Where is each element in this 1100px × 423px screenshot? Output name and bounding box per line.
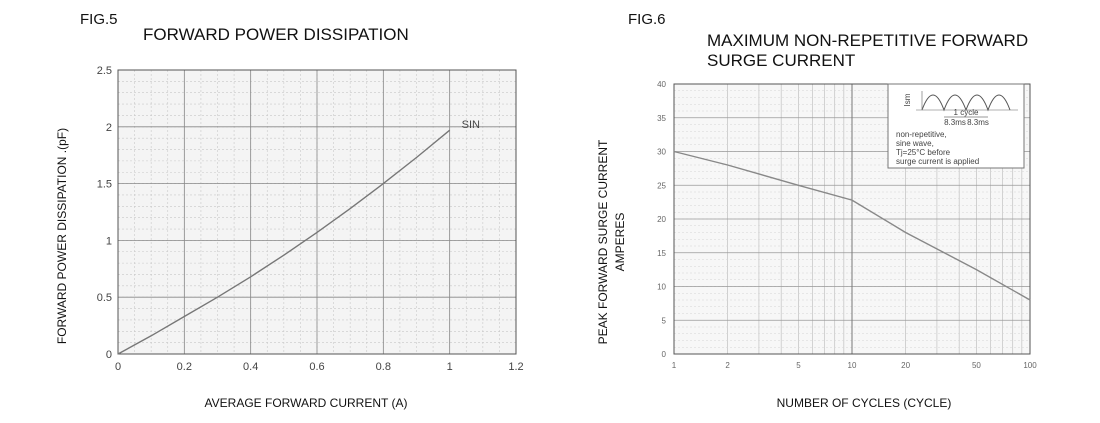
fig6-y-tick-label: 0 (662, 350, 667, 359)
inset-sine-wave (921, 94, 1011, 112)
fig6-y-tick-label: 35 (657, 114, 666, 123)
fig6-x-tick-label: 2 (725, 361, 730, 370)
fig6-series-line (673, 150, 1031, 301)
inset-note-3: Tj=25°C before (896, 148, 951, 157)
fig5-y-tick-label: 0 (106, 349, 112, 361)
inset-note-1: non-repetitive, (896, 130, 947, 139)
fig5-x-tick-label: 0.4 (243, 361, 258, 373)
fig5-plot-area: 0 0.2 0.4 0.6 0.8 1 1.2 0 0.5 1 1.5 2 2.5 SIN (97, 65, 524, 373)
fig5-x-tick-label: 0.6 (309, 361, 324, 373)
fig5-title: FORWARD POWER DISSIPATION (143, 25, 409, 44)
fig5-x-tick-label: 1 (447, 361, 453, 373)
fig6-x-tick-label: 50 (972, 361, 981, 370)
fig5-x-tick-label: 0 (115, 361, 121, 373)
fig5-x-tick-label: 0.8 (376, 361, 391, 373)
fig6-y-axis-label: PEAK FORWARD SURGE CURRENT (596, 139, 610, 344)
fig6-y-tick-label: 10 (657, 283, 666, 292)
fig6-x-tick-label: 100 (1023, 361, 1037, 370)
fig6-x-tick-label: 10 (848, 361, 857, 370)
fig6-y-axis-label-units: AMPERES (613, 213, 627, 272)
fig6-title-line1: MAXIMUM NON-REPETITIVE FORWARD (707, 31, 1028, 50)
fig6-inset: Ism 1 cycle 8.3ms 8.3ms non-repetitive, … (887, 83, 1025, 169)
fig5-x-axis-label: AVERAGE FORWARD CURRENT (A) (205, 396, 408, 410)
fig6-plot-frame (673, 83, 1031, 355)
fig6-x-tick-label: 1 (672, 361, 677, 370)
fig6-label: FIG.6 (628, 11, 666, 28)
inset-note-4: surge current is applied (896, 157, 979, 166)
fig5-y-tick-label: 2.5 (97, 65, 112, 77)
fig5-y-tick-label: 1 (106, 235, 112, 247)
fig5-series-line-sin (117, 129, 451, 355)
fig5-y-tick-label: 2 (106, 122, 112, 134)
inset-ism-label: Ism (903, 93, 912, 106)
fig5-x-tick-label: 0.2 (177, 361, 192, 373)
fig5-plot-frame (117, 69, 517, 355)
fig5-y-axis-label: FORWARD POWER DISSIPATION .(pF) (55, 128, 69, 344)
fig6-x-tick-label: 5 (796, 361, 801, 370)
fig5-x-tick-label: 1.2 (508, 361, 523, 373)
inset-cycle-label: 1 cycle (954, 108, 979, 117)
fig5-y-tick-label: 1.5 (97, 179, 112, 191)
fig5-series-label-sin: SIN (462, 119, 480, 131)
fig6-y-tick-label: 40 (657, 80, 666, 89)
fig6-title-line2: SURGE CURRENT (707, 51, 855, 70)
inset-note-2: sine wave, (896, 139, 934, 148)
inset-box (887, 83, 1025, 169)
fig6-y-tick-label: 20 (657, 215, 666, 224)
fig6-y-tick-label: 15 (657, 249, 666, 258)
fig6-y-tick-label: 25 (657, 181, 666, 190)
fig6-x-tick-label: 20 (901, 361, 910, 370)
fig5-y-tick-label: 0.5 (97, 292, 112, 304)
fig6-y-tick-label: 5 (662, 316, 667, 325)
inset-period-label-1: 8.3ms (944, 118, 966, 127)
fig6-x-axis-label: NUMBER OF CYCLES (CYCLE) (777, 396, 952, 410)
inset-period-label-2: 8.3ms (967, 118, 989, 127)
fig6-y-tick-label: 30 (657, 148, 666, 157)
fig5-label: FIG.5 (80, 11, 118, 28)
